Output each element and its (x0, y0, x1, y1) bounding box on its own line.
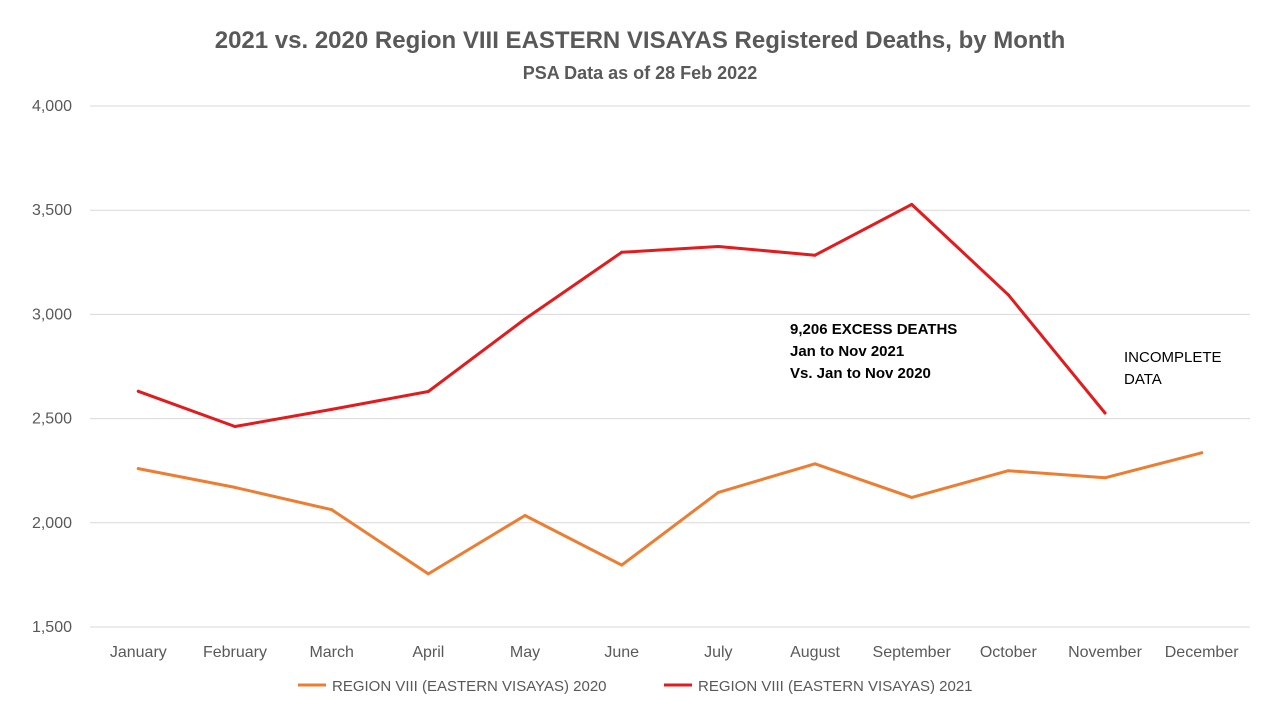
data-point (910, 202, 914, 206)
y-tick-label: 1,500 (32, 619, 72, 636)
x-tick-label: February (203, 644, 267, 661)
legend: REGION VIII (EASTERN VISAYAS) 2020 REGION… (298, 678, 973, 695)
x-tick-label: March (309, 644, 353, 661)
data-point (1006, 469, 1010, 473)
x-tick-label: August (790, 644, 840, 661)
data-point (1103, 476, 1107, 480)
data-point (620, 563, 624, 567)
data-point (233, 485, 237, 489)
data-point (716, 244, 720, 248)
series-line-0 (136, 451, 1204, 576)
y-axis-ticks: 1,500 2,000 2,500 3,000 3,500 4,000 (32, 98, 72, 636)
annotation-line: INCOMPLETE (1124, 349, 1222, 366)
x-tick-label: April (412, 644, 444, 661)
x-tick-label: December (1165, 644, 1239, 661)
data-point (136, 389, 140, 393)
series-line-1 (136, 202, 1107, 428)
data-point (426, 572, 430, 576)
y-tick-label: 3,500 (32, 202, 72, 219)
gridlines (90, 105, 1250, 628)
annotation-line: DATA (1124, 371, 1162, 388)
x-tick-label: May (510, 644, 540, 661)
annotation-line: Jan to Nov 2021 (790, 343, 904, 360)
annotation-line: Vs. Jan to Nov 2020 (790, 365, 931, 382)
y-tick-label: 2,000 (32, 515, 72, 532)
data-point (716, 490, 720, 494)
x-tick-label: November (1068, 644, 1142, 661)
chart-subtitle: PSA Data as of 28 Feb 2022 (523, 63, 757, 83)
data-point (330, 407, 334, 411)
data-point (233, 425, 237, 429)
data-point (136, 467, 140, 471)
annotation-line: 9,206 EXCESS DEATHS (790, 321, 957, 338)
data-point (330, 508, 334, 512)
series-lines (136, 202, 1204, 576)
data-point (620, 250, 624, 254)
annotation-1: INCOMPLETE DATA (1124, 349, 1222, 388)
x-tick-label: October (980, 644, 1038, 661)
data-point (1006, 293, 1010, 297)
x-tick-label: July (704, 644, 732, 661)
y-tick-label: 3,000 (32, 306, 72, 323)
data-point (1200, 451, 1204, 455)
x-tick-label: June (604, 644, 639, 661)
data-point (426, 390, 430, 394)
y-tick-label: 2,500 (32, 411, 72, 428)
data-point (1103, 411, 1107, 415)
data-point (910, 495, 914, 499)
x-tick-label: January (110, 644, 167, 661)
chart-title: 2021 vs. 2020 Region VIII EASTERN VISAYA… (215, 27, 1066, 54)
annotation-0: 9,206 EXCESS DEATHS Jan to Nov 2021 Vs. Ja… (790, 321, 957, 382)
x-axis-ticks: January February March April May June July Augu… (110, 644, 1239, 661)
x-tick-label: September (873, 644, 952, 661)
data-point (813, 462, 817, 466)
data-point (523, 514, 527, 518)
y-tick-label: 4,000 (32, 98, 72, 115)
legend-label: REGION VIII (EASTERN VISAYAS) 2021 (698, 678, 973, 695)
legend-label: REGION VIII (EASTERN VISAYAS) 2020 (332, 678, 607, 695)
data-point (813, 253, 817, 257)
data-point (523, 317, 527, 321)
annotations: 9,206 EXCESS DEATHS Jan to Nov 2021 Vs. Ja… (790, 321, 1222, 388)
